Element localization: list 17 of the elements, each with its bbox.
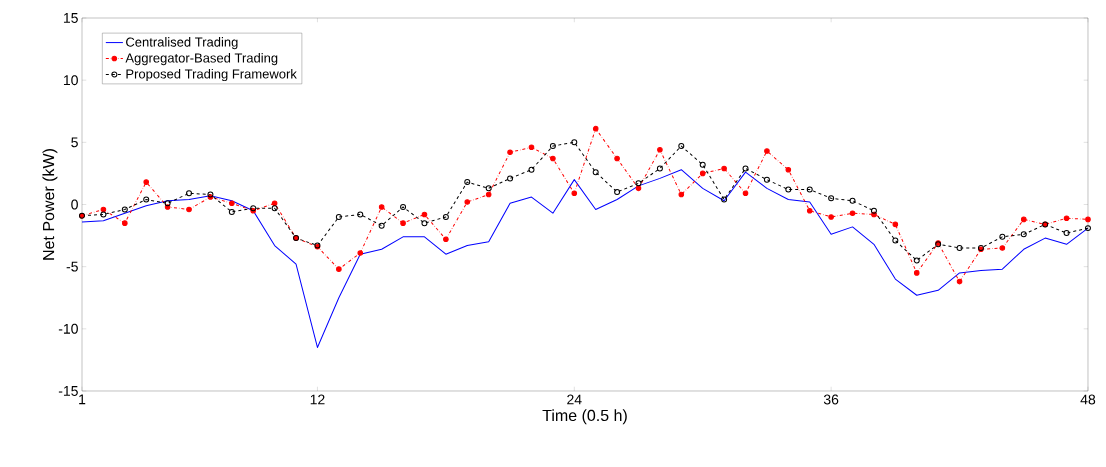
legend-label: Centralised Trading (126, 37, 238, 50)
y-tick-label: 0 (71, 199, 78, 210)
y-tick-label: 10 (63, 75, 78, 86)
x-tick-label: 36 (823, 394, 839, 405)
x-tick-label: 24 (567, 394, 582, 405)
y-tick-label: -10 (58, 323, 78, 334)
x-tick-label: 48 (1080, 394, 1096, 405)
y-tick-label: -15 (58, 386, 78, 396)
y-tick-label: 5 (71, 137, 78, 148)
legend-label: Aggregator-Based Trading (125, 53, 278, 66)
x-axis-title: Time (0.5 h) (542, 409, 627, 425)
y-tick-label: 15 (63, 13, 78, 23)
y-axis-title: Net Power (kW) (42, 149, 58, 260)
y-tick-label: -5 (66, 261, 78, 272)
x-tick-label: 1 (79, 394, 86, 405)
x-tick-label: 12 (310, 394, 325, 405)
legend-label: Proposed Trading Framework (126, 68, 297, 82)
